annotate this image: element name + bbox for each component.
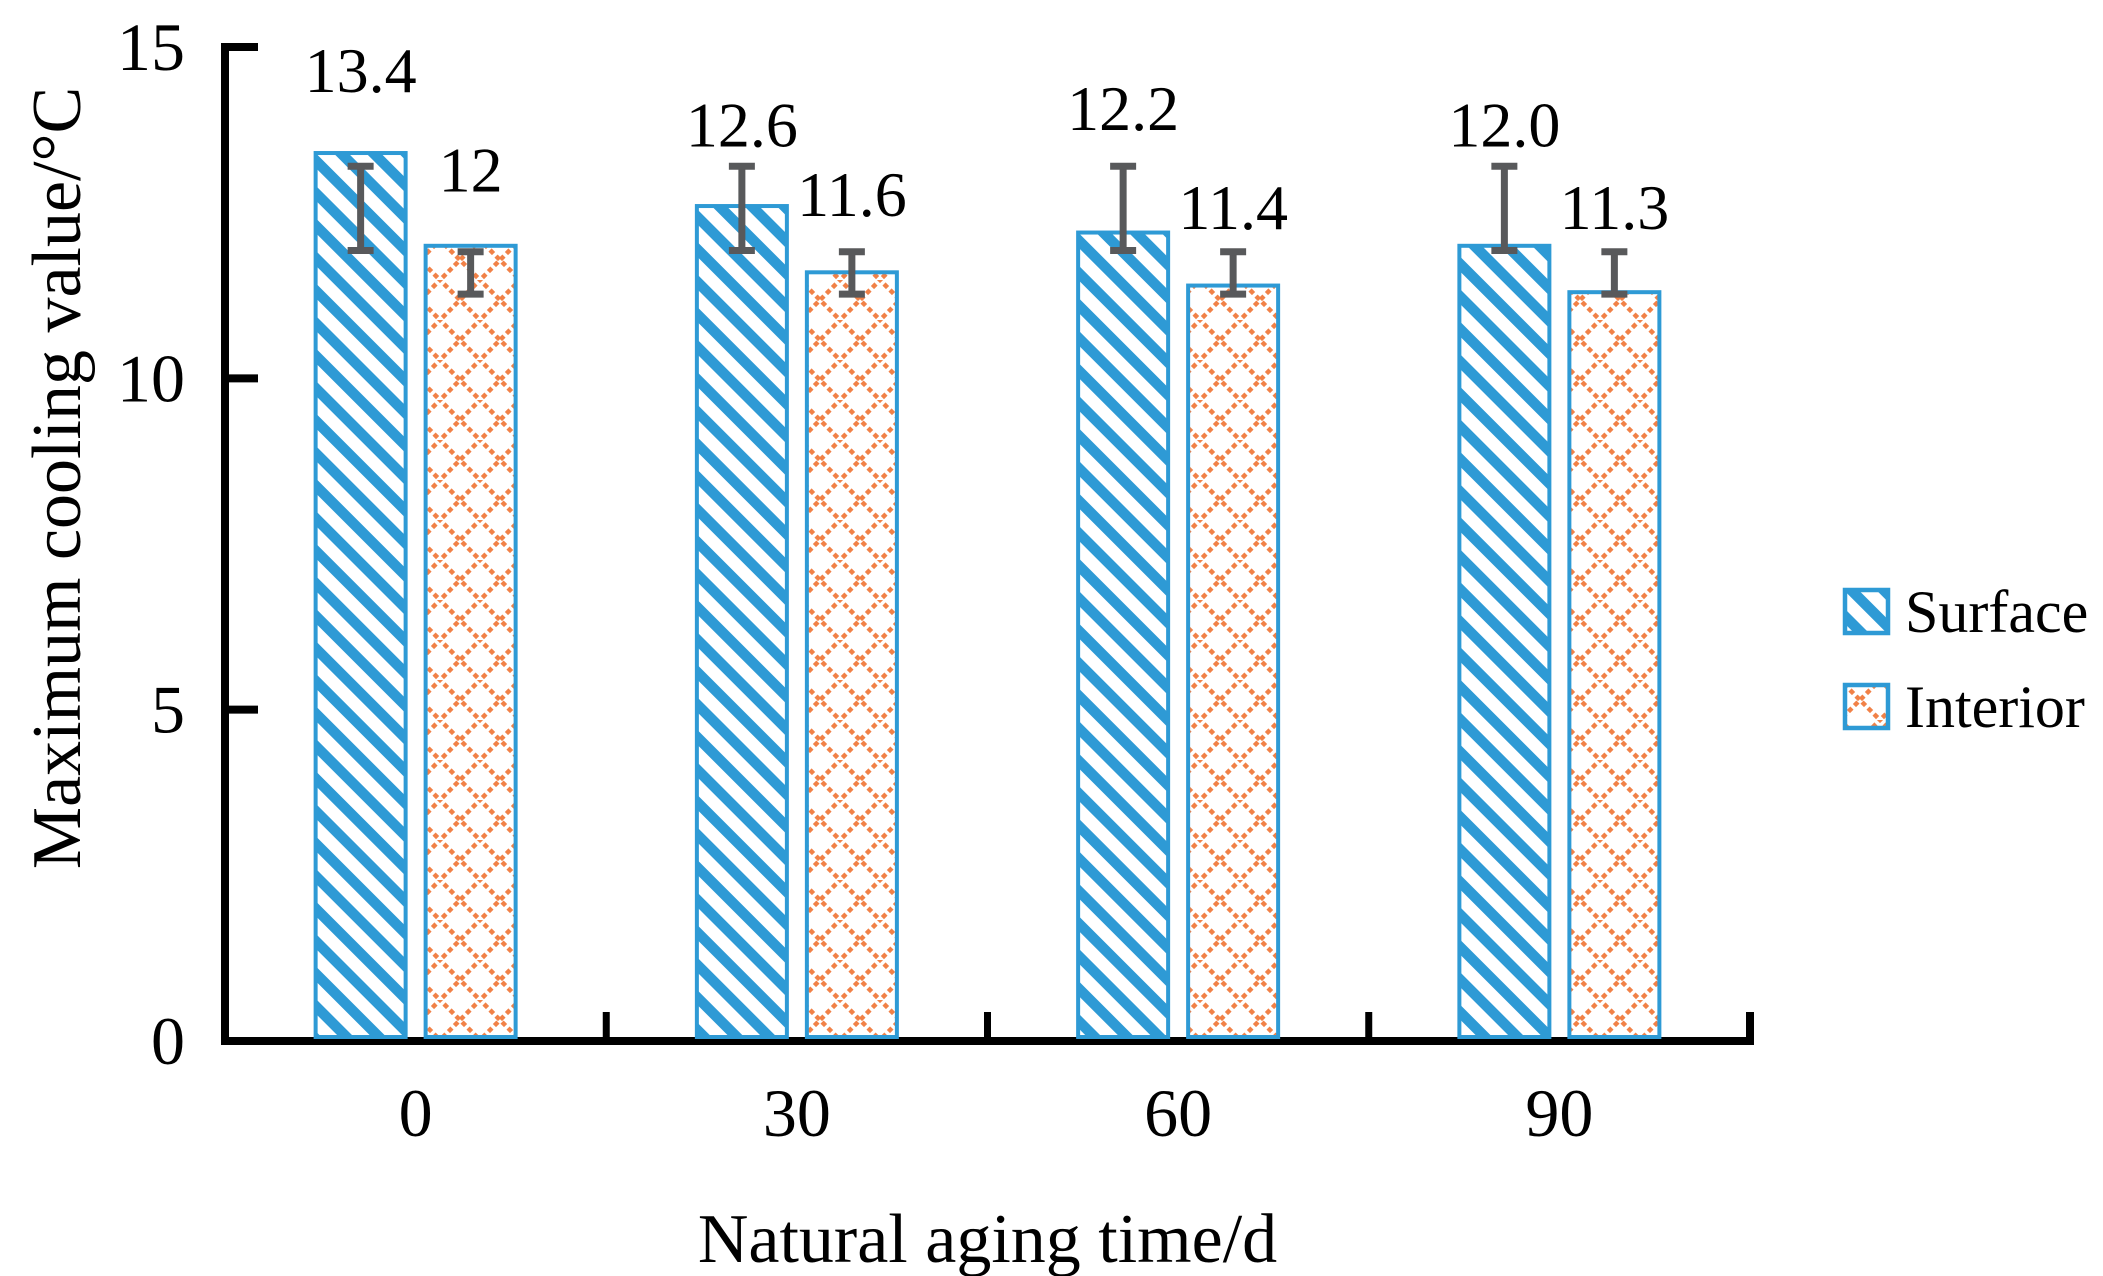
bar-label-surface-2: 12.2 [1067, 73, 1179, 144]
legend-label-surface: Surface [1905, 579, 2088, 645]
bar-label-surface-0: 13.4 [305, 35, 417, 106]
error-bar-interior-1 [838, 248, 865, 298]
bar-label-interior-0: 12 [439, 134, 503, 205]
legend-label-interior: Interior [1905, 674, 2085, 740]
y-axis-title: Maximum cooling value/°C [19, 87, 96, 869]
bar-surface-0 [313, 151, 408, 1039]
y-tick-label: 0 [151, 1003, 185, 1079]
legend-swatch-surface [1842, 587, 1891, 636]
bar-surface-2 [1076, 230, 1171, 1039]
legend: Surface Interior [1842, 579, 2088, 740]
error-bar-surface-0 [347, 162, 374, 254]
x-tick-label: 30 [763, 1075, 831, 1151]
error-bar-surface-1 [728, 162, 755, 254]
x-tick-label: 60 [1144, 1075, 1212, 1151]
y-tick-label: 10 [117, 340, 185, 416]
bar-label-surface-1: 12.6 [686, 89, 798, 160]
bar-interior-3 [1567, 290, 1662, 1040]
error-bar-surface-3 [1491, 162, 1518, 254]
bar-label-surface-3: 12.0 [1448, 89, 1560, 160]
bar-interior-1 [804, 270, 899, 1040]
y-tick-label: 5 [151, 672, 185, 748]
error-bar-interior-2 [1220, 248, 1247, 298]
bar-surface-3 [1457, 243, 1552, 1040]
bar-label-interior-2: 11.4 [1178, 172, 1288, 243]
error-bar-interior-0 [457, 248, 484, 298]
x-axis-title: Natural aging time/d [698, 1201, 1277, 1276]
y-tick-label: 15 [117, 9, 185, 85]
error-bar-surface-2 [1110, 162, 1137, 254]
legend-swatch-interior [1842, 682, 1891, 731]
x-tick-label: 90 [1525, 1075, 1593, 1151]
bar-surface-1 [694, 204, 789, 1040]
bar-interior-0 [423, 243, 518, 1040]
bar-label-interior-1: 11.6 [797, 159, 907, 230]
error-bar-interior-3 [1601, 248, 1628, 298]
bar-label-interior-3: 11.3 [1560, 172, 1670, 243]
bar-interior-2 [1186, 283, 1281, 1039]
x-tick-label: 0 [399, 1075, 433, 1151]
